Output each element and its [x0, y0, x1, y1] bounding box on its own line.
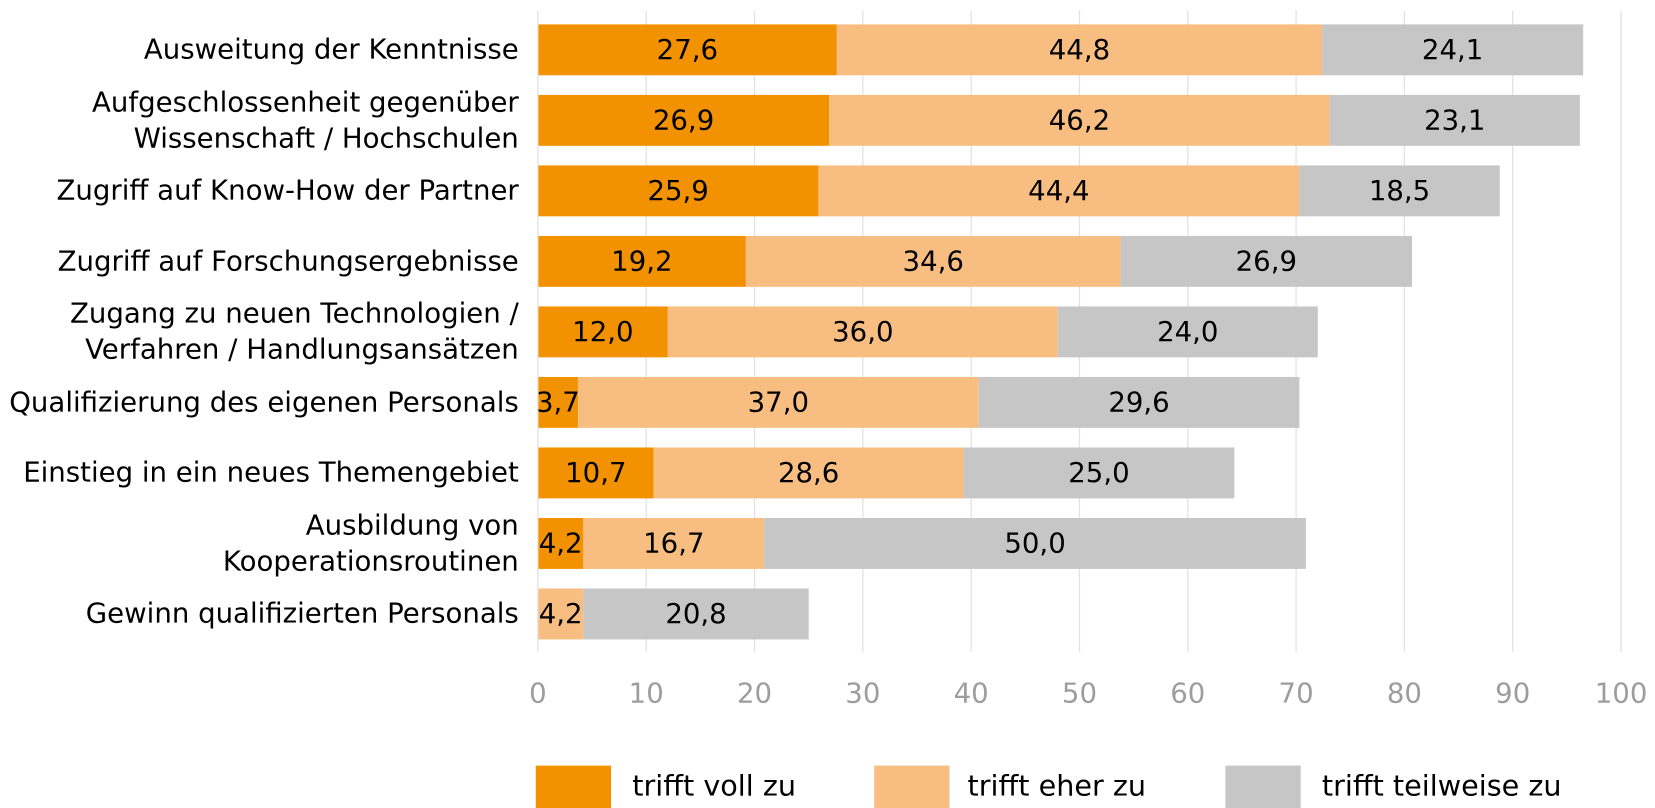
value-label: 10,7	[565, 456, 626, 489]
bar-segment	[978, 376, 1300, 428]
x-tick-label: 30	[845, 677, 880, 710]
value-label: 20,8	[665, 597, 726, 630]
value-label: 4,2	[539, 527, 583, 560]
category-label: Zugriff auf Forschungsergebnisse	[57, 245, 519, 278]
value-label: 18,5	[1369, 174, 1430, 207]
value-label: 36,0	[832, 315, 893, 348]
value-label: 37,0	[748, 385, 809, 418]
bar-segment	[583, 518, 765, 569]
bar-segment	[1329, 94, 1580, 146]
value-label: 3,7	[536, 385, 580, 418]
bar-segment	[653, 447, 964, 499]
category-label: Zugriff auf Know-How der Partner	[56, 174, 519, 207]
legend-label: trifft voll zu	[632, 769, 797, 803]
legend-label: trifft eher zu	[967, 769, 1147, 803]
bar-segment	[537, 518, 584, 569]
x-tick-label: 80	[1387, 677, 1422, 710]
bar-segment	[577, 376, 979, 428]
value-label: 4,2	[539, 597, 583, 630]
value-label: 12,0	[572, 315, 633, 348]
category-label: Qualifizierung des eigenen Personals	[9, 386, 519, 419]
bar-segment	[537, 235, 746, 287]
bar-segment	[667, 306, 1058, 358]
value-label: 24,1	[1422, 33, 1483, 66]
x-tick-label: 90	[1495, 677, 1530, 710]
value-label: 25,0	[1068, 456, 1129, 489]
bar-segment	[1120, 235, 1413, 287]
value-label: 26,9	[1236, 244, 1297, 277]
bar-segment	[537, 447, 654, 499]
category-label: Ausbildung von Kooperationsroutinen	[222, 509, 519, 578]
value-label: 34,6	[903, 244, 964, 277]
bar-segment	[745, 235, 1121, 287]
bar-segment	[836, 24, 1323, 76]
x-tick-label: 60	[1170, 677, 1205, 710]
bar-segment	[829, 94, 1330, 146]
value-label: 44,4	[1028, 174, 1089, 207]
bar-segment	[537, 165, 819, 217]
bar-segment	[818, 165, 1300, 217]
x-tick-label: 0	[529, 677, 547, 710]
value-label: 28,6	[778, 456, 839, 489]
bar-segment	[963, 447, 1235, 499]
category-label: Zugang zu neuen Technologien / Verfahren…	[69, 297, 519, 366]
x-tick-label: 70	[1279, 677, 1314, 710]
legend-swatch	[1225, 765, 1301, 808]
category-label: Gewinn qualifizierten Personals	[85, 598, 519, 630]
value-label: 23,1	[1424, 103, 1485, 136]
value-label: 19,2	[611, 244, 672, 277]
value-label: 25,9	[647, 174, 708, 207]
bar-segment	[583, 588, 809, 640]
x-tick-label: 10	[629, 677, 664, 710]
x-tick-label: 100	[1595, 677, 1648, 710]
x-tick-label: 20	[737, 677, 772, 710]
value-label: 46,2	[1049, 103, 1110, 136]
bar-segment	[1299, 165, 1500, 217]
legend-swatch	[535, 765, 612, 808]
x-tick-label: 40	[954, 677, 989, 710]
bar-segment	[1322, 24, 1584, 76]
legend-label: trifft teilweise zu	[1321, 769, 1562, 803]
value-label: 29,6	[1108, 385, 1169, 418]
x-tick-label: 50	[1062, 677, 1097, 710]
bar-segment	[1057, 306, 1318, 358]
value-label: 26,9	[653, 103, 714, 136]
value-label: 16,7	[643, 527, 704, 560]
bar-segment	[537, 94, 830, 146]
legend-swatch	[874, 765, 950, 808]
value-label: 50,0	[1004, 527, 1065, 560]
bar-segment	[537, 306, 668, 358]
bar-segment	[537, 376, 578, 428]
bar-segment	[764, 518, 1306, 569]
category-label: Einstieg in ein neues Themengebiet	[23, 457, 519, 489]
value-label: 44,8	[1049, 33, 1110, 66]
value-label: 27,6	[657, 33, 718, 66]
bar-segment	[537, 588, 584, 640]
category-label: Aufgeschlossenheit gegenüber Wissenschaf…	[92, 86, 519, 155]
category-label: Ausweitung der Kenntnisse	[143, 33, 519, 66]
value-label: 24,0	[1157, 315, 1218, 348]
bar-segment	[537, 24, 837, 76]
